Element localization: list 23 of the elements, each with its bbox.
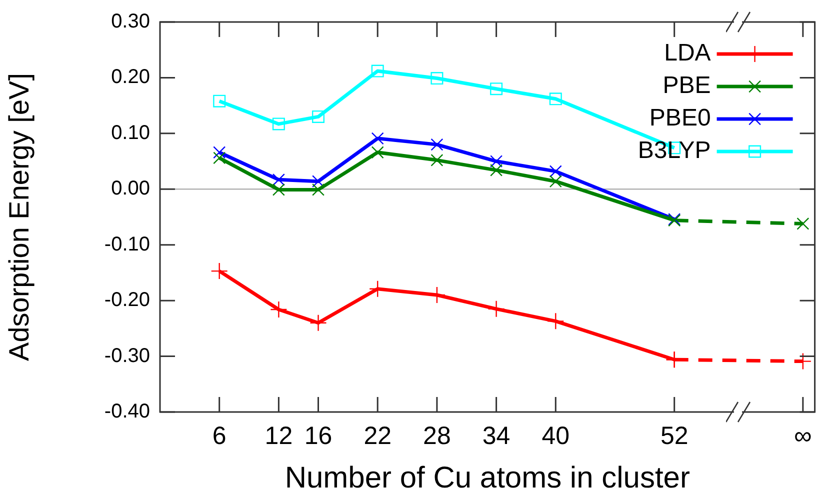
y-tick-label: -0.40 [104,400,150,423]
x-axis-title: Number of Cu atoms in cluster [284,461,690,494]
y-axis-title: Adsorption Energy [eV] [4,73,35,361]
legend-label: LDA [664,40,711,67]
x-tick-label: 16 [304,422,332,450]
y-tick-label: 0.00 [111,178,150,200]
x-tick-label: 28 [423,422,451,450]
y-tick-label: -0.10 [104,233,150,256]
y-tick-label: 0.20 [111,66,150,88]
x-tick-label: 12 [264,422,293,450]
x-tick-label: 52 [660,422,688,450]
y-tick-label: -0.30 [104,344,150,367]
legend-label: B3LYP [638,137,711,164]
y-tick-label: 0.30 [111,10,150,33]
x-tick-label: 40 [542,422,570,450]
y-tick-label: -0.20 [104,289,150,312]
x-tick-label: 22 [364,422,392,450]
x-tick-label: 6 [212,422,226,450]
x-tick-label: ∞ [794,422,812,450]
y-tick-label: 0.10 [111,122,150,144]
x-tick-label: 34 [482,422,510,450]
legend-label: PBE0 [649,104,711,132]
legend-label: PBE [662,72,711,100]
